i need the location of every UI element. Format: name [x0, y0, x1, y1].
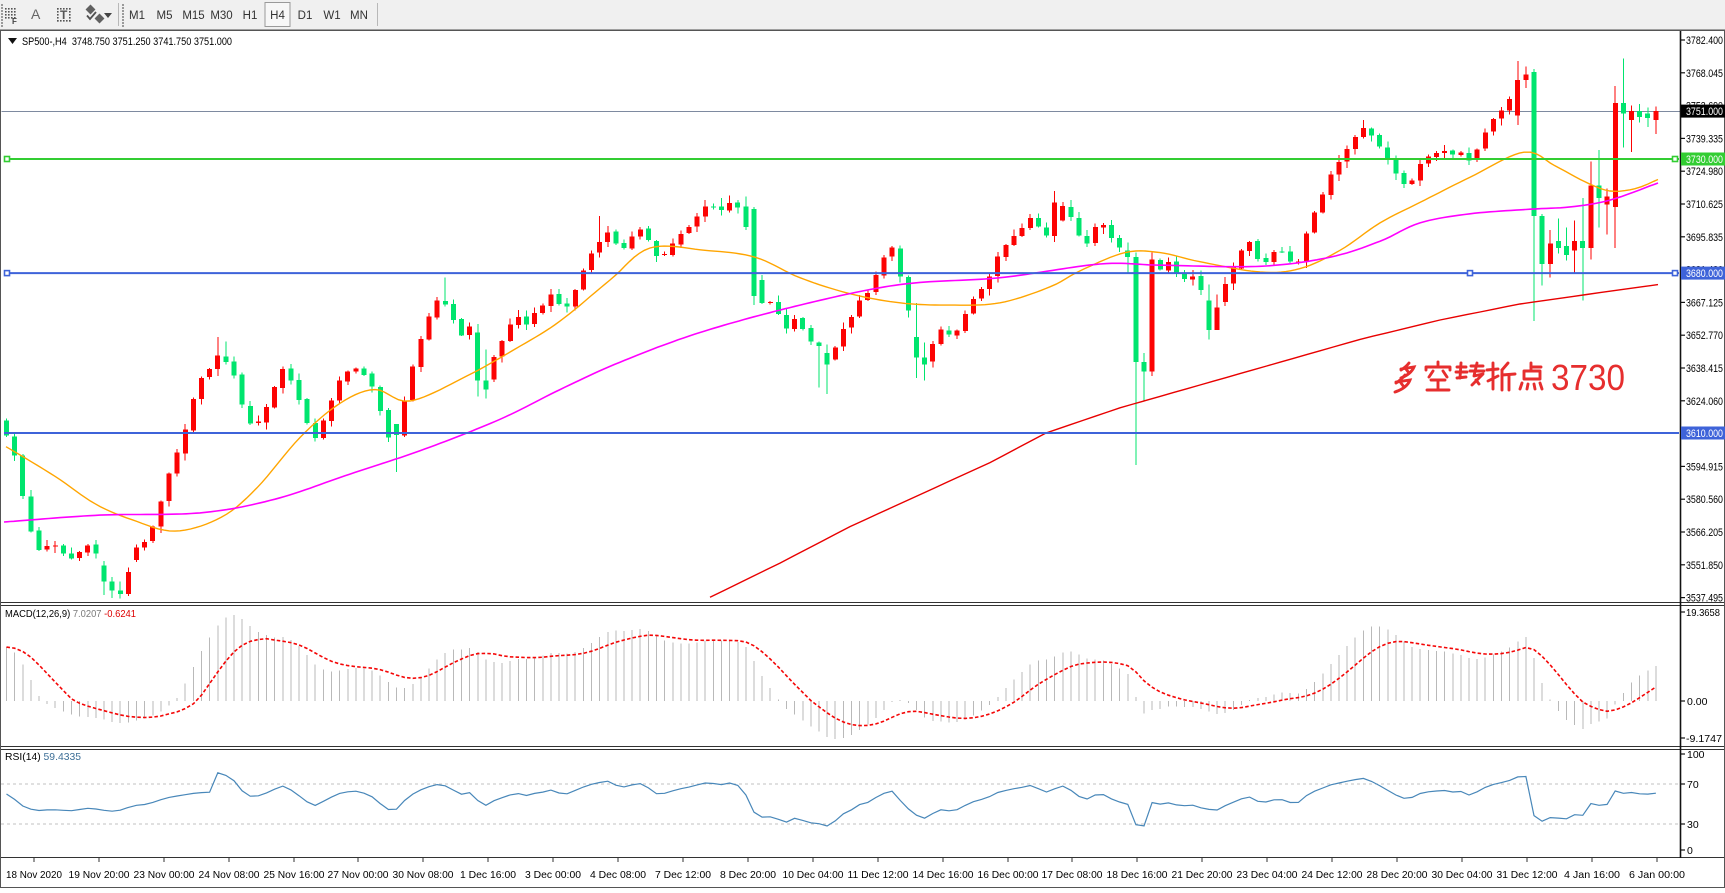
svg-text:3724.980: 3724.980	[1686, 166, 1723, 178]
svg-text:21 Dec 20:00: 21 Dec 20:00	[1172, 869, 1233, 881]
svg-text:3710.625: 3710.625	[1686, 199, 1723, 211]
svg-text:3 Dec 00:00: 3 Dec 00:00	[525, 869, 581, 881]
svg-text:14 Dec 16:00: 14 Dec 16:00	[913, 869, 974, 881]
svg-text:3566.205: 3566.205	[1686, 527, 1723, 539]
svg-text:W1: W1	[323, 10, 340, 22]
svg-text:3594.915: 3594.915	[1686, 461, 1723, 473]
svg-text:3652.770: 3652.770	[1686, 330, 1723, 342]
svg-text:3695.835: 3695.835	[1686, 232, 1723, 244]
svg-text:23 Nov 00:00: 23 Nov 00:00	[134, 869, 195, 881]
svg-text:23 Dec 04:00: 23 Dec 04:00	[1237, 869, 1298, 881]
svg-text:24 Dec 12:00: 24 Dec 12:00	[1302, 869, 1363, 881]
svg-text:3751.000: 3751.000	[1686, 106, 1723, 118]
svg-text:11 Dec 12:00: 11 Dec 12:00	[848, 869, 909, 881]
svg-text:3624.060: 3624.060	[1686, 396, 1723, 408]
svg-text:4 Dec 08:00: 4 Dec 08:00	[590, 869, 646, 881]
svg-text:1 Dec 16:00: 1 Dec 16:00	[460, 869, 516, 881]
svg-text:0.00: 0.00	[1687, 696, 1708, 708]
svg-text:6 Jan 00:00: 6 Jan 00:00	[1629, 869, 1685, 881]
svg-text:T: T	[60, 8, 68, 22]
svg-text:4 Jan 16:00: 4 Jan 16:00	[1564, 869, 1620, 881]
svg-text:18 Nov 2020: 18 Nov 2020	[6, 869, 62, 881]
svg-text:19 Nov 20:00: 19 Nov 20:00	[69, 869, 130, 881]
svg-text:30 Nov 08:00: 30 Nov 08:00	[393, 869, 454, 881]
svg-text:-9.1747: -9.1747	[1686, 733, 1722, 745]
svg-text:3730.000: 3730.000	[1686, 154, 1723, 166]
svg-text:3551.850: 3551.850	[1686, 560, 1723, 572]
svg-text:3782.400: 3782.400	[1686, 35, 1723, 47]
svg-text:3667.125: 3667.125	[1686, 297, 1723, 309]
svg-text:10 Dec 04:00: 10 Dec 04:00	[783, 869, 844, 881]
svg-text:28 Dec 20:00: 28 Dec 20:00	[1367, 869, 1428, 881]
svg-text:3739.335: 3739.335	[1686, 133, 1723, 145]
svg-text:7 Dec 12:00: 7 Dec 12:00	[655, 869, 711, 881]
svg-text:16 Dec 00:00: 16 Dec 00:00	[978, 869, 1039, 881]
svg-text:3610.000: 3610.000	[1686, 428, 1723, 440]
svg-text:17 Dec 08:00: 17 Dec 08:00	[1042, 869, 1103, 881]
svg-text:100: 100	[1687, 749, 1705, 761]
svg-text:8 Dec 20:00: 8 Dec 20:00	[720, 869, 776, 881]
svg-text:3537.495: 3537.495	[1686, 593, 1723, 605]
svg-text:70: 70	[1687, 779, 1699, 791]
svg-text:25 Nov 16:00: 25 Nov 16:00	[264, 869, 325, 881]
svg-text:3680.000: 3680.000	[1686, 268, 1723, 280]
svg-text:3638.415: 3638.415	[1686, 363, 1723, 375]
svg-text:RSI(14) 59.4335: RSI(14) 59.4335	[5, 751, 81, 763]
svg-text:MN: MN	[350, 10, 368, 22]
svg-text:D1: D1	[298, 10, 313, 22]
svg-text:19.3658: 19.3658	[1686, 607, 1720, 619]
svg-text:M15: M15	[182, 10, 204, 22]
svg-text:24 Nov 08:00: 24 Nov 08:00	[199, 869, 260, 881]
svg-text:3580.560: 3580.560	[1686, 494, 1723, 506]
svg-text:3730: 3730	[1551, 357, 1625, 398]
svg-text:31 Dec 12:00: 31 Dec 12:00	[1497, 869, 1558, 881]
svg-text:30: 30	[1687, 819, 1699, 831]
svg-text:M30: M30	[210, 10, 232, 22]
svg-text:SP500-,H4 3748.750 3751.250 3: SP500-,H4 3748.750 3751.250 3741.750 375…	[22, 36, 232, 48]
svg-text:A: A	[31, 6, 41, 22]
svg-text:27 Nov 00:00: 27 Nov 00:00	[328, 869, 389, 881]
svg-text:H1: H1	[243, 10, 258, 22]
svg-text:H4: H4	[270, 10, 285, 22]
svg-text:M1: M1	[129, 10, 145, 22]
svg-text:3768.045: 3768.045	[1686, 68, 1723, 80]
svg-text:F: F	[12, 17, 17, 26]
svg-text:30 Dec 04:00: 30 Dec 04:00	[1432, 869, 1493, 881]
svg-text:MACD(12,26,9) 7.0207 -0.6241: MACD(12,26,9) 7.0207 -0.6241	[5, 608, 136, 620]
svg-text:18 Dec 16:00: 18 Dec 16:00	[1107, 869, 1168, 881]
svg-text:0: 0	[1687, 845, 1693, 857]
svg-text:M5: M5	[157, 10, 173, 22]
